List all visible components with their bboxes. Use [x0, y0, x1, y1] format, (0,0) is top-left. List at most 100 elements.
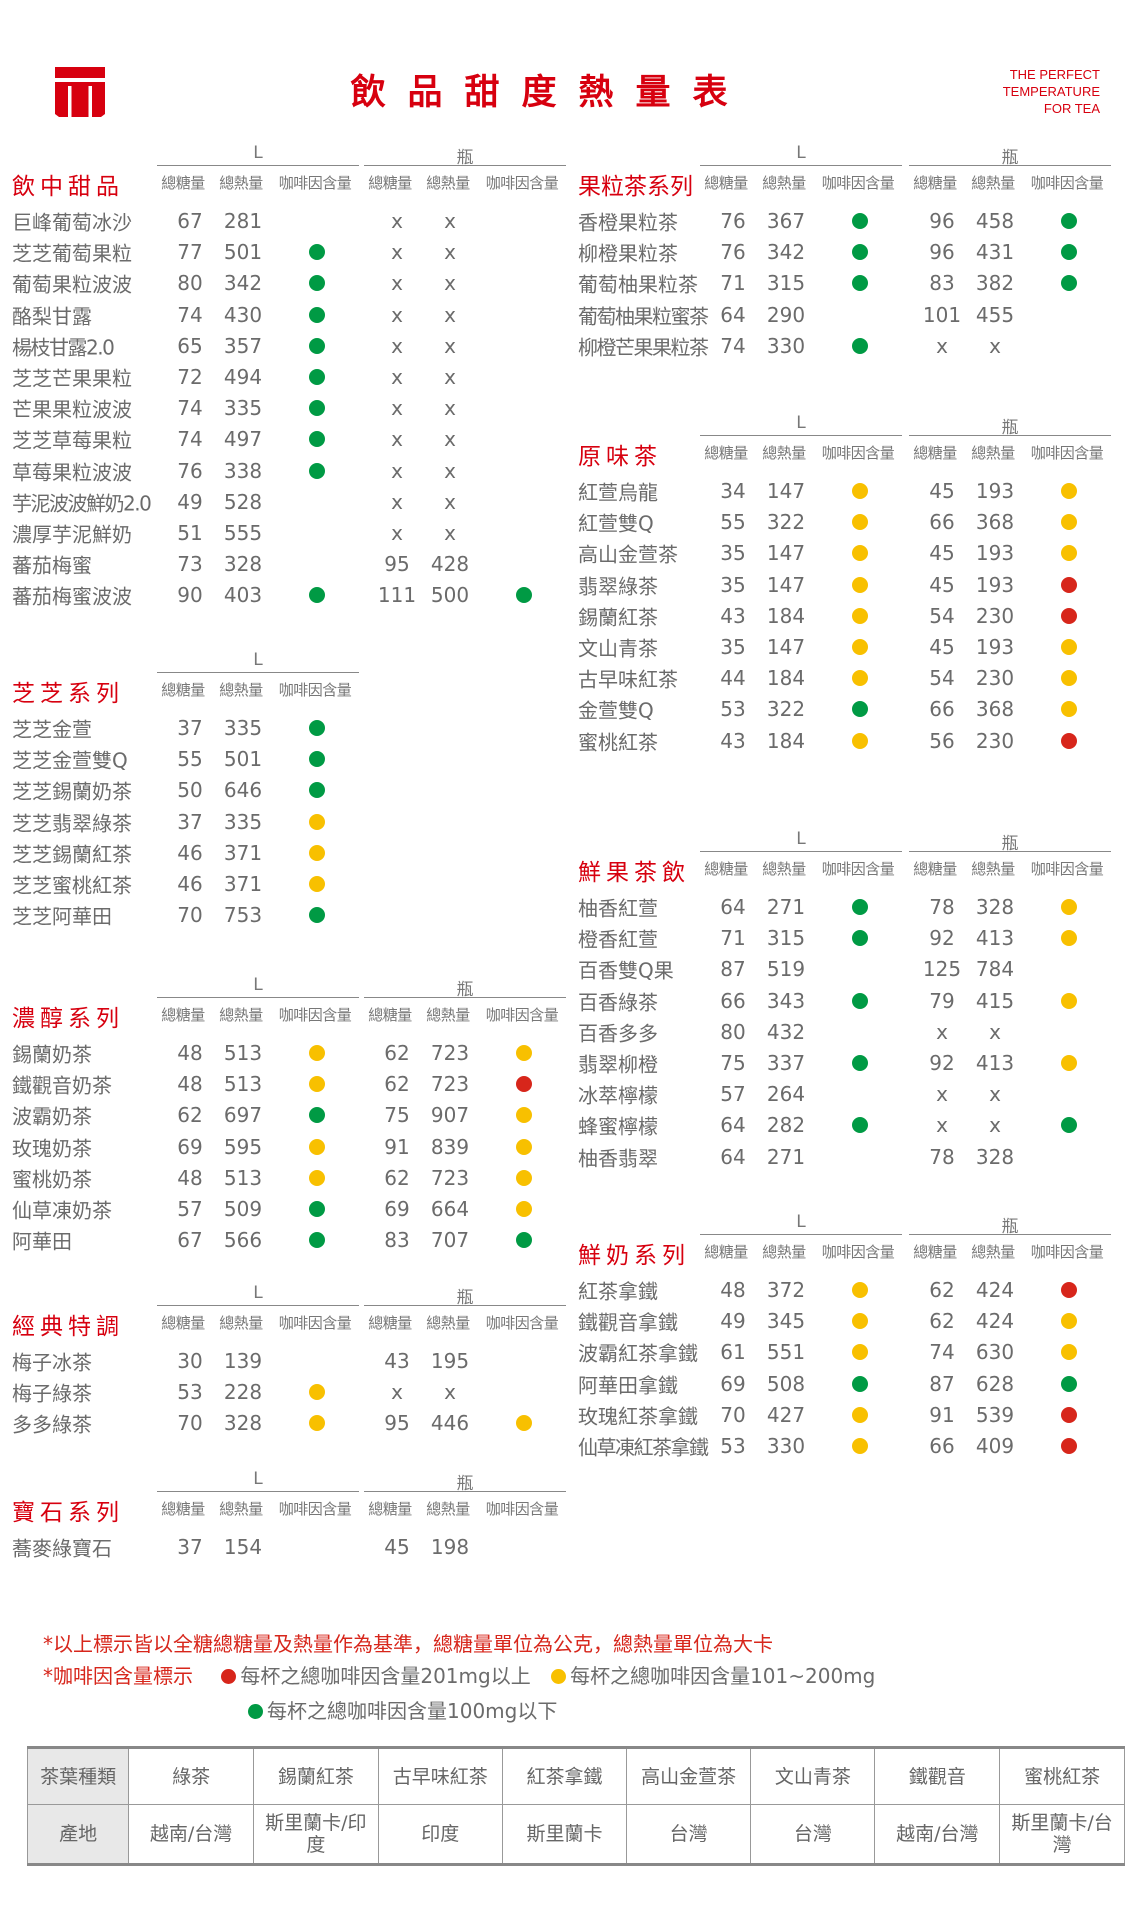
- yellow-caffeine-dot-icon: [309, 1384, 325, 1401]
- calories-value: 371: [223, 872, 263, 896]
- caffeine-header: 咖啡因含量: [278, 1500, 352, 1518]
- drink-name: 梅子冰茶: [12, 1350, 92, 1375]
- calories-header: 總熱量: [219, 1314, 263, 1332]
- red-caffeine-dot-icon: [1061, 732, 1077, 749]
- drink-name: 芝芝草莓果粒: [12, 428, 132, 453]
- calories-value: x: [444, 271, 456, 296]
- origin-row: 產地 越南/台灣 斯里蘭卡/印度 印度 斯里蘭卡 台灣 台灣 越南/台灣 斯里蘭卡/台灣: [26, 1804, 1125, 1865]
- drink-name: 錫蘭奶茶: [12, 1042, 92, 1067]
- sugar-header: 總糖量: [704, 174, 748, 192]
- calories-value: 184: [766, 728, 806, 753]
- sugar-header: 總糖量: [913, 860, 957, 878]
- calories-value: 723: [430, 1072, 470, 1097]
- size-group-label: 瓶: [1001, 1217, 1019, 1237]
- calories-value: 513: [223, 1165, 263, 1190]
- notes-basis: *以上標示皆以全糖總糖量及熱量作為基準，總糖量單位為公克，總熱量單位為大卡: [43, 1632, 773, 1656]
- size-group-label: 瓶: [456, 980, 474, 1000]
- legend-item-medium: 每杯之總咖啡因含量101~200mg: [551, 1664, 875, 1688]
- sugar-value: 70: [720, 1402, 746, 1427]
- drink-name: 高山金萱茶: [578, 542, 678, 567]
- size-group-divider: [364, 1305, 566, 1306]
- drink-name: 古早味紅茶: [578, 667, 678, 692]
- calories-value: 455: [975, 302, 1015, 327]
- calories-value: 372: [766, 1278, 806, 1302]
- tagline-line: FOR TEA: [1043, 101, 1100, 116]
- calories-value: x: [444, 209, 456, 233]
- calories-header: 總熱量: [426, 1500, 470, 1518]
- sugar-value: 73: [177, 552, 203, 577]
- yellow-caffeine-dot-icon: [516, 1169, 532, 1186]
- red-caffeine-dot-icon: [1061, 1406, 1077, 1423]
- green-caffeine-dot-icon: [309, 1107, 325, 1124]
- calories-value: 539: [975, 1402, 1015, 1427]
- calories-value: 409: [975, 1434, 1015, 1458]
- sugar-value: 80: [720, 1019, 746, 1044]
- calories-value: 784: [975, 957, 1015, 982]
- sugar-header: 總糖量: [161, 1500, 205, 1518]
- yellow-caffeine-dot-icon: [1061, 1344, 1077, 1361]
- sugar-value: 70: [177, 903, 203, 928]
- sugar-value: 35: [720, 572, 746, 597]
- green-caffeine-dot-icon: [309, 306, 325, 323]
- sugar-value: 45: [929, 541, 955, 566]
- calories-value: 198: [430, 1535, 470, 1559]
- size-group-divider: [700, 165, 902, 166]
- sugar-header: 總糖量: [704, 1243, 748, 1261]
- calories-value: x: [444, 1380, 456, 1405]
- tea-type-cell: 綠茶: [128, 1747, 254, 1805]
- sugar-header: 總糖量: [161, 174, 205, 192]
- sugar-value: 45: [929, 479, 955, 503]
- size-group-label: L: [253, 1283, 263, 1303]
- drink-name: 芝芝錫蘭紅茶: [12, 842, 132, 867]
- drink-name: 芝芝翡翠綠茶: [12, 811, 132, 836]
- calories-value: 431: [975, 240, 1015, 265]
- drink-name: 玫瑰奶茶: [12, 1136, 92, 1161]
- origin-cell: 越南/台灣: [874, 1804, 1001, 1865]
- yellow-caffeine-dot-icon: [1061, 899, 1077, 915]
- sugar-header: 總糖量: [161, 1314, 205, 1332]
- size-group-label: L: [796, 413, 806, 433]
- drink-name: 橙香紅萱: [578, 927, 658, 952]
- drink-name: 蕎麥綠寶石: [12, 1536, 112, 1561]
- sugar-value: 87: [929, 1371, 955, 1396]
- drink-name: 芝芝阿華田: [12, 904, 112, 929]
- calories-value: 630: [975, 1340, 1015, 1365]
- sugar-value: 56: [929, 728, 955, 753]
- calories-value: 230: [975, 666, 1015, 691]
- section-title: 鮮果茶飲: [578, 860, 690, 886]
- sugar-value: 87: [720, 957, 746, 982]
- sugar-value: 62: [384, 1165, 410, 1190]
- drink-name: 芝芝蜜桃紅茶: [12, 873, 132, 898]
- sugar-value: 43: [720, 728, 746, 753]
- row-header-origin: 產地: [26, 1804, 130, 1865]
- sugar-value: 48: [177, 1165, 203, 1190]
- calories-value: 566: [223, 1228, 263, 1253]
- calories-value: 230: [975, 728, 1015, 753]
- sugar-value: x: [936, 1113, 948, 1138]
- calories-header: 總熱量: [762, 174, 806, 192]
- drink-name: 鐵觀音奶茶: [12, 1073, 112, 1098]
- calories-value: 428: [430, 552, 470, 577]
- green-caffeine-dot-icon: [309, 720, 325, 736]
- caffeine-header: 咖啡因含量: [821, 860, 895, 878]
- sugar-value: 62: [929, 1309, 955, 1334]
- size-group-divider: [157, 672, 359, 673]
- calories-value: 519: [766, 957, 806, 982]
- calories-value: 415: [975, 988, 1015, 1013]
- sugar-value: x: [936, 1082, 948, 1107]
- green-caffeine-dot-icon: [852, 1375, 868, 1392]
- drink-name: 金萱雙Q: [578, 698, 654, 723]
- calories-value: x: [989, 1082, 1001, 1107]
- yellow-caffeine-dot-icon: [1061, 483, 1077, 499]
- sugar-value: x: [391, 1380, 403, 1405]
- sugar-value: 64: [720, 302, 746, 327]
- drink-name: 葡萄柚果粒蜜茶: [578, 304, 709, 329]
- green-caffeine-dot-icon: [309, 1232, 325, 1249]
- sugar-value: 51: [177, 521, 203, 545]
- sugar-header: 總糖量: [704, 860, 748, 878]
- green-caffeine-dot-icon: [1061, 1117, 1077, 1134]
- sugar-value: 75: [720, 1051, 746, 1075]
- yellow-caffeine-dot-icon: [1061, 1055, 1077, 1071]
- drink-name: 柚香翡翠: [578, 1146, 658, 1171]
- caffeine-header: 咖啡因含量: [278, 681, 352, 699]
